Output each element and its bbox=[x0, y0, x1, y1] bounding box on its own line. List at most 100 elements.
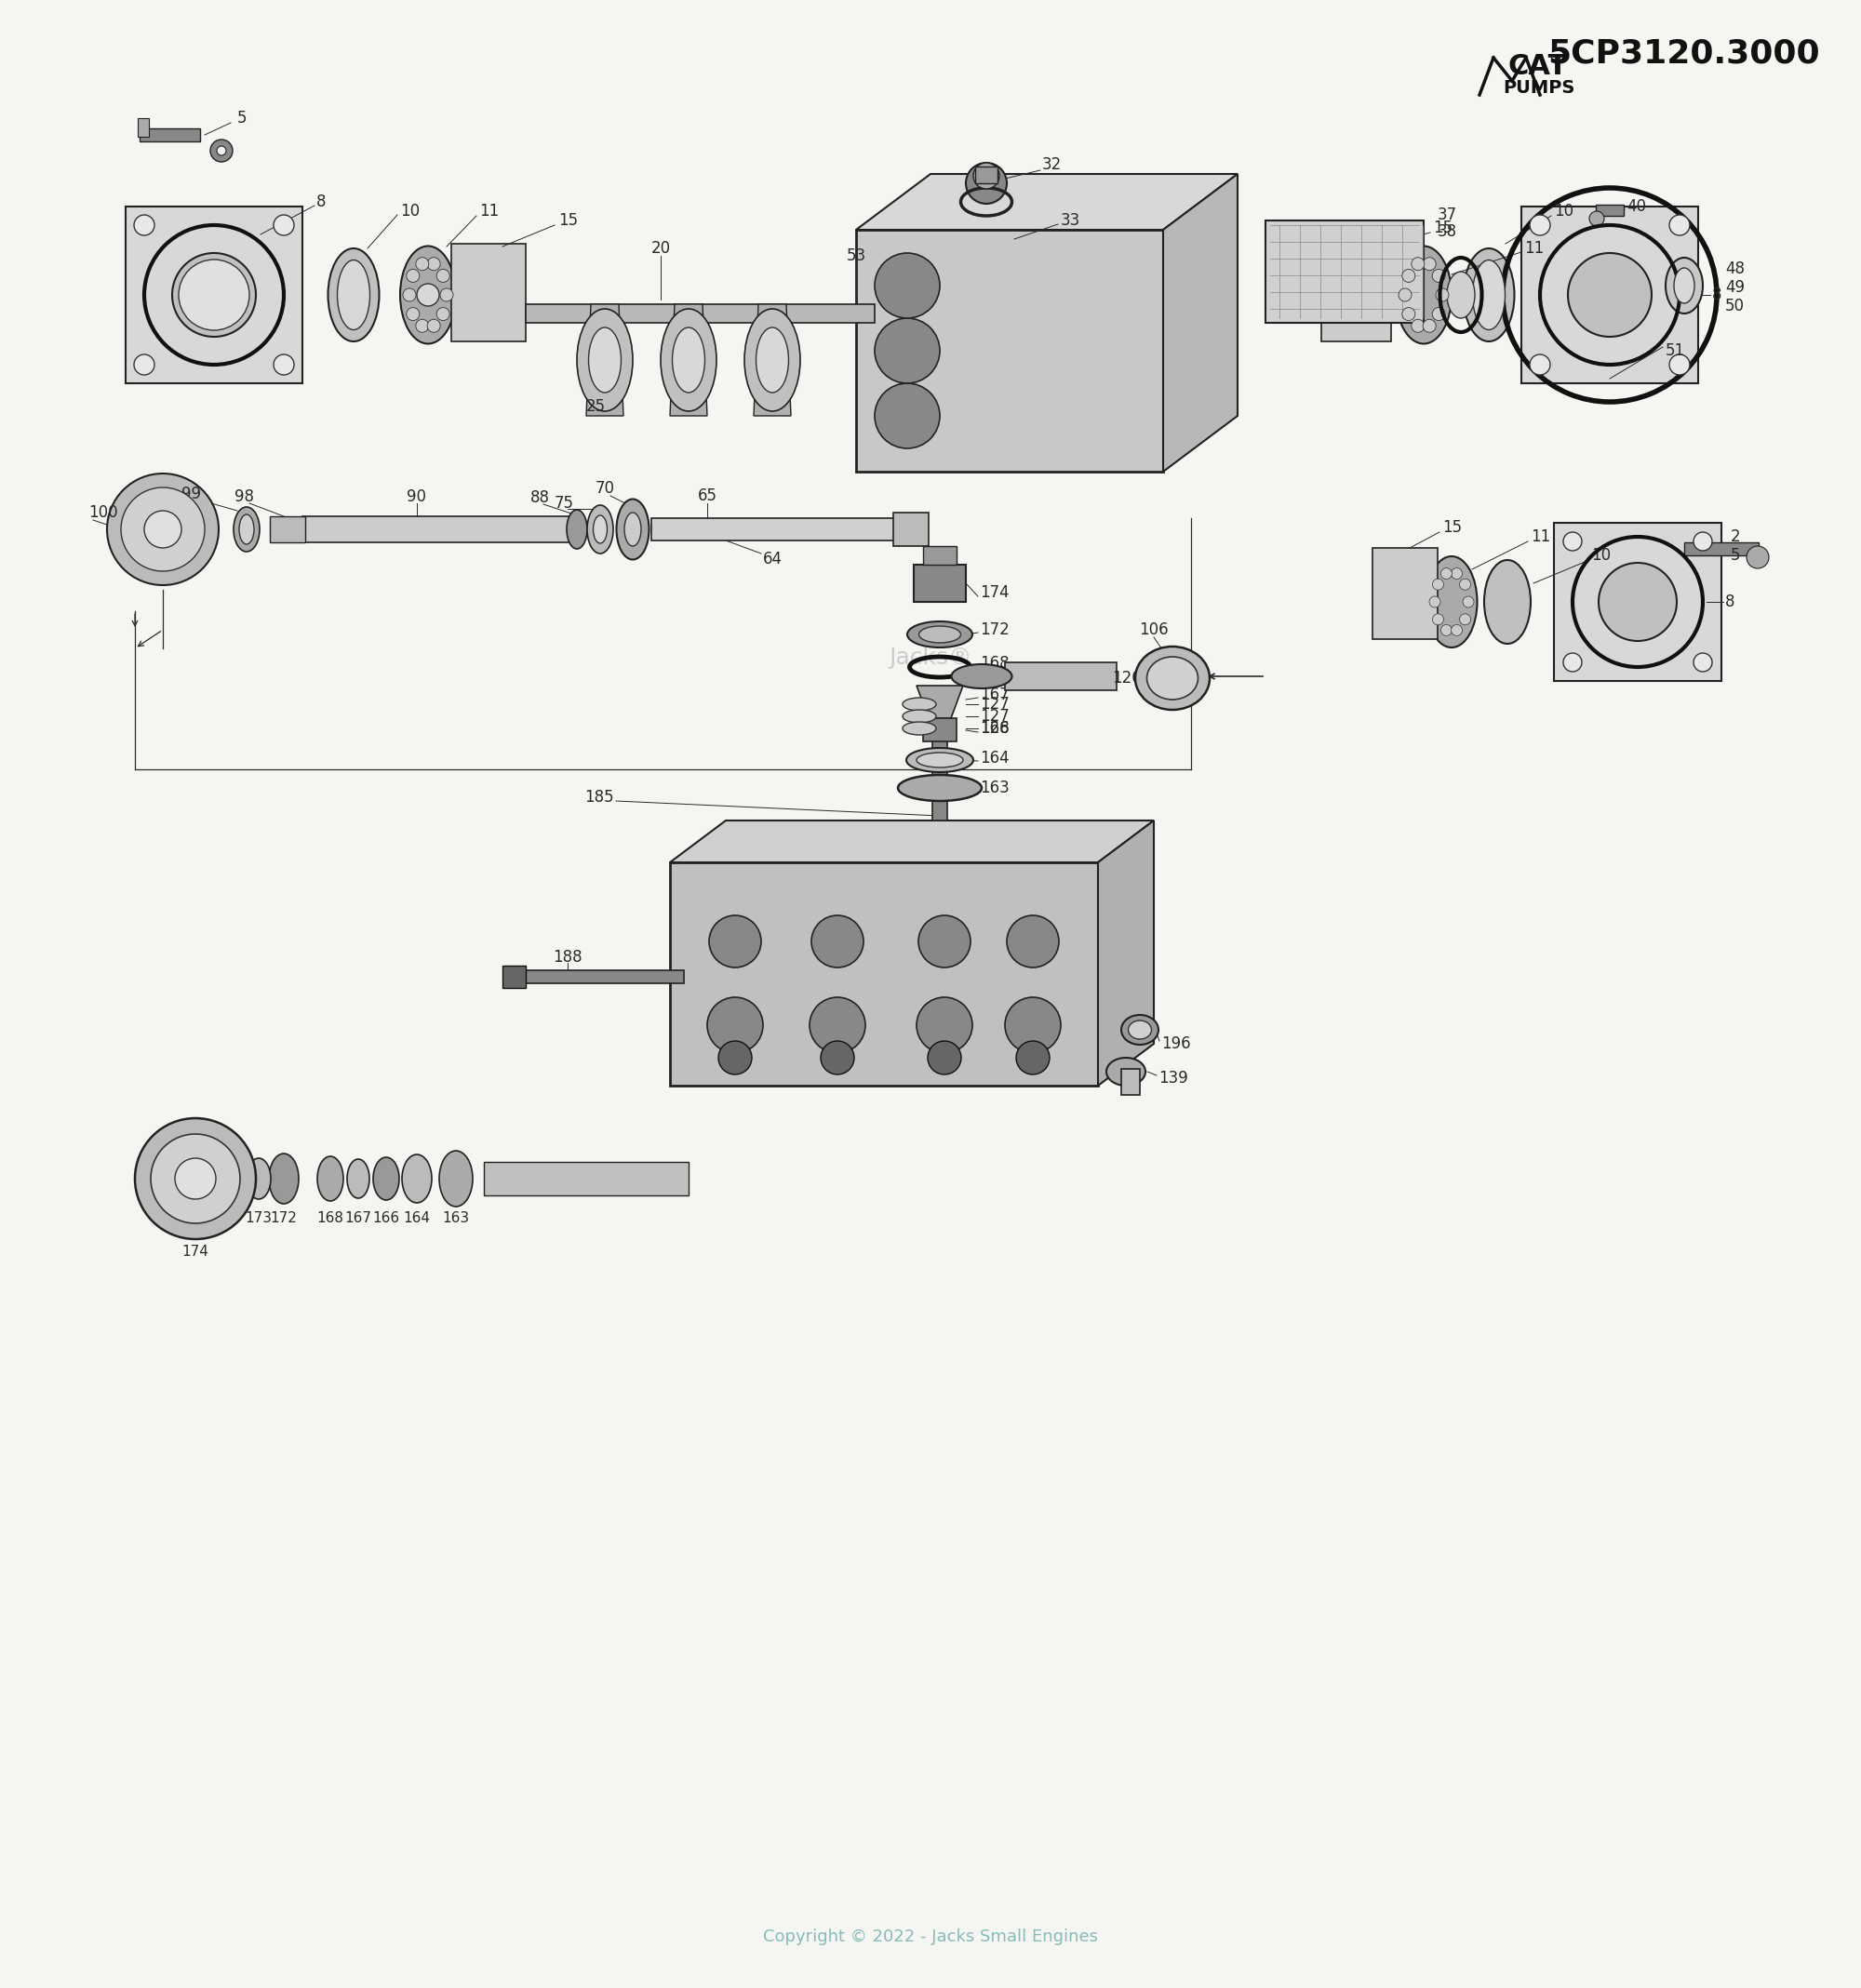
Ellipse shape bbox=[1396, 247, 1452, 344]
Circle shape bbox=[437, 308, 450, 320]
Circle shape bbox=[1694, 652, 1712, 672]
Text: Jacks®: Jacks® bbox=[890, 646, 971, 668]
Text: 139: 139 bbox=[1158, 1070, 1187, 1087]
Bar bbox=[1321, 245, 1392, 342]
Circle shape bbox=[121, 487, 205, 571]
Bar bbox=[1597, 205, 1623, 217]
Bar bbox=[893, 513, 929, 547]
Text: 48: 48 bbox=[1725, 260, 1746, 276]
Ellipse shape bbox=[1146, 656, 1198, 700]
Text: 120: 120 bbox=[1113, 670, 1141, 686]
Circle shape bbox=[274, 215, 294, 235]
Text: 174: 174 bbox=[979, 584, 1009, 600]
Text: 121: 121 bbox=[979, 666, 1009, 682]
Text: 5: 5 bbox=[1731, 547, 1740, 565]
Circle shape bbox=[1530, 215, 1550, 235]
Text: 15: 15 bbox=[1433, 219, 1453, 237]
Text: 50: 50 bbox=[1725, 298, 1746, 314]
Circle shape bbox=[216, 145, 227, 155]
Circle shape bbox=[437, 268, 450, 282]
Circle shape bbox=[415, 256, 428, 270]
Ellipse shape bbox=[1472, 260, 1506, 330]
Text: 10: 10 bbox=[1554, 203, 1574, 219]
Text: 188: 188 bbox=[553, 948, 582, 966]
Text: 70: 70 bbox=[596, 479, 614, 497]
Ellipse shape bbox=[906, 747, 973, 771]
Text: 65: 65 bbox=[698, 487, 716, 505]
Text: PUMPS: PUMPS bbox=[1504, 80, 1574, 97]
Ellipse shape bbox=[1128, 1020, 1152, 1040]
Text: 37: 37 bbox=[1437, 207, 1457, 223]
Text: 5: 5 bbox=[238, 109, 248, 127]
Text: 166: 166 bbox=[979, 720, 1009, 738]
Text: 8: 8 bbox=[316, 193, 326, 211]
Ellipse shape bbox=[919, 626, 960, 642]
Circle shape bbox=[875, 252, 940, 318]
Circle shape bbox=[1016, 1042, 1050, 1074]
Ellipse shape bbox=[400, 247, 456, 344]
Circle shape bbox=[718, 1042, 752, 1074]
Circle shape bbox=[1437, 288, 1448, 302]
Circle shape bbox=[875, 384, 940, 449]
Ellipse shape bbox=[316, 1157, 342, 1201]
Text: 166: 166 bbox=[372, 1211, 400, 1225]
Circle shape bbox=[810, 998, 865, 1054]
Bar bbox=[923, 718, 957, 742]
Polygon shape bbox=[586, 304, 623, 415]
Circle shape bbox=[1563, 652, 1582, 672]
Circle shape bbox=[1005, 998, 1061, 1054]
Text: 185: 185 bbox=[584, 789, 614, 805]
Text: 163: 163 bbox=[979, 779, 1009, 797]
Bar bbox=[138, 117, 149, 137]
Bar bbox=[923, 547, 957, 565]
Text: 20: 20 bbox=[651, 241, 670, 256]
Circle shape bbox=[210, 139, 233, 161]
Text: 99: 99 bbox=[182, 485, 201, 503]
Ellipse shape bbox=[346, 1159, 368, 1199]
Circle shape bbox=[1401, 308, 1414, 320]
Text: 100: 100 bbox=[89, 505, 117, 521]
Text: 32: 32 bbox=[1042, 157, 1063, 173]
Circle shape bbox=[1007, 914, 1059, 968]
Ellipse shape bbox=[903, 710, 936, 724]
Circle shape bbox=[415, 320, 428, 332]
Ellipse shape bbox=[1463, 248, 1515, 342]
Ellipse shape bbox=[588, 328, 622, 392]
Ellipse shape bbox=[616, 499, 649, 559]
Text: 49: 49 bbox=[1725, 278, 1746, 296]
Text: 168: 168 bbox=[316, 1211, 344, 1225]
Circle shape bbox=[1567, 252, 1653, 336]
Circle shape bbox=[973, 163, 999, 189]
Ellipse shape bbox=[1135, 646, 1210, 710]
Text: 11: 11 bbox=[1530, 529, 1550, 545]
Text: 164: 164 bbox=[979, 749, 1009, 767]
Circle shape bbox=[821, 1042, 854, 1074]
Text: 64: 64 bbox=[763, 551, 782, 567]
Text: 40: 40 bbox=[1627, 199, 1647, 215]
Text: 163: 163 bbox=[443, 1211, 469, 1225]
Text: 90: 90 bbox=[408, 489, 426, 505]
Text: 8: 8 bbox=[1725, 594, 1734, 610]
Circle shape bbox=[441, 288, 454, 302]
Text: 33: 33 bbox=[1061, 213, 1081, 229]
Text: 53: 53 bbox=[847, 247, 865, 264]
Text: 167: 167 bbox=[344, 1211, 372, 1225]
Circle shape bbox=[1589, 211, 1604, 227]
Polygon shape bbox=[1163, 175, 1238, 471]
Text: 127: 127 bbox=[979, 708, 1009, 726]
Circle shape bbox=[274, 354, 294, 376]
Text: 25: 25 bbox=[586, 398, 605, 415]
Ellipse shape bbox=[1675, 268, 1694, 304]
Ellipse shape bbox=[588, 505, 614, 553]
Polygon shape bbox=[670, 863, 1098, 1085]
Circle shape bbox=[1433, 579, 1444, 590]
Ellipse shape bbox=[268, 1153, 298, 1205]
Ellipse shape bbox=[1666, 258, 1703, 314]
Text: Copyright © 2022 - Jacks Small Engines: Copyright © 2022 - Jacks Small Engines bbox=[763, 1928, 1098, 1944]
Ellipse shape bbox=[1448, 272, 1474, 318]
Text: 173: 173 bbox=[246, 1211, 272, 1225]
Circle shape bbox=[1530, 354, 1550, 376]
Circle shape bbox=[406, 308, 419, 320]
Bar bbox=[484, 1161, 689, 1195]
Circle shape bbox=[108, 473, 220, 584]
